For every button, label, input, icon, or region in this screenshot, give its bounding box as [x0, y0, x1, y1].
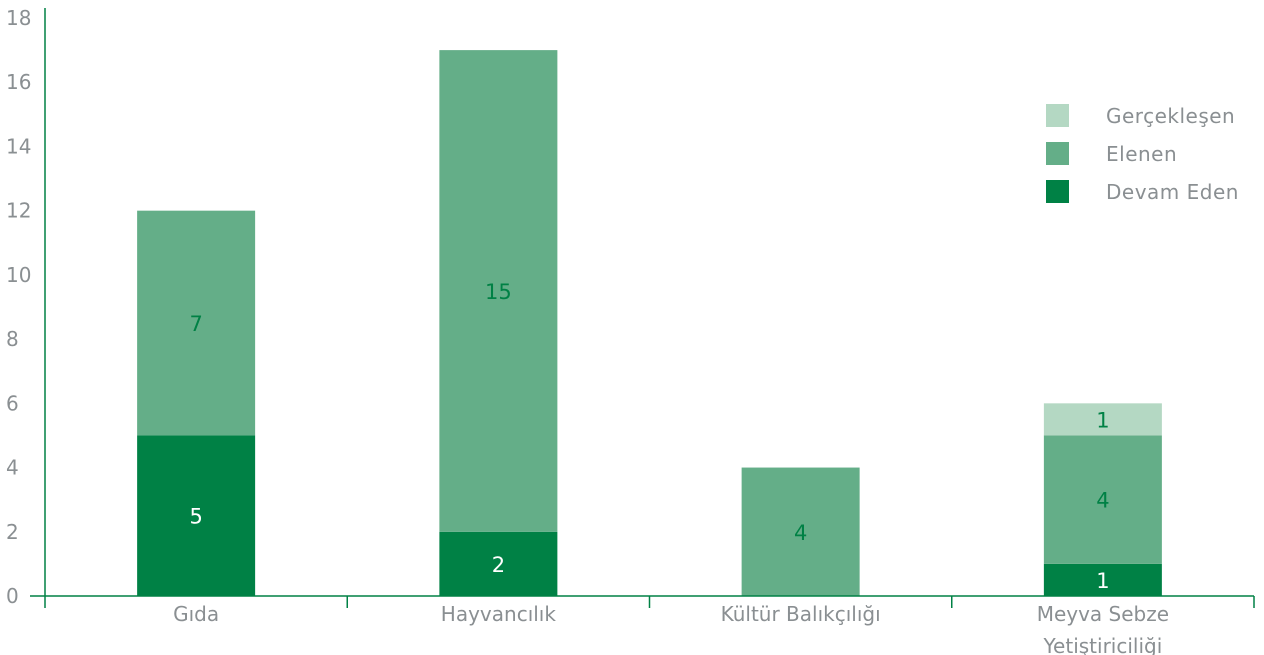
bar-segment [137, 210, 256, 436]
bar-segment [741, 467, 860, 596]
x-category-label: Gıda [173, 602, 219, 626]
data-label: 5 [189, 505, 202, 529]
y-tick-label: 2 [6, 520, 19, 544]
bar-segment [1043, 403, 1162, 436]
x-category-label: Hayvancılık [441, 602, 557, 626]
data-label: 7 [189, 312, 202, 336]
y-tick-label: 8 [6, 327, 19, 351]
y-tick-label: 12 [6, 199, 31, 223]
axes [30, 8, 1255, 608]
bar-segment [439, 50, 558, 532]
y-tick-label: 0 [6, 584, 19, 608]
data-label: 4 [1096, 489, 1109, 513]
y-tick-label: 4 [6, 456, 19, 480]
bar-segment [1043, 563, 1162, 596]
bars: 5 7 2 15 4 1 4 1 [137, 50, 1162, 596]
x-axis-labels: Gıda Hayvancılık Kültür Balıkçılığı Meyva S… [173, 602, 1169, 655]
legend-label: Elenen [1106, 142, 1177, 166]
y-tick-label: 14 [6, 134, 31, 158]
x-category-label: Meyva Sebze Yetiştiriciliği [1037, 602, 1169, 655]
legend-label: Devam Eden [1106, 180, 1239, 204]
legend-label: Gerçekleşen [1106, 104, 1235, 128]
y-axis-ticks: 0 2 4 6 8 10 12 14 16 18 [6, 6, 31, 608]
data-label: 15 [485, 280, 512, 304]
bar-segment [137, 435, 256, 596]
bar-segment [1043, 435, 1162, 564]
y-tick-label: 6 [6, 391, 19, 415]
y-tick-label: 18 [6, 6, 31, 30]
bar-segment [439, 531, 558, 596]
data-label: 2 [492, 553, 505, 577]
y-tick-label: 16 [6, 70, 31, 94]
legend-swatch [1046, 180, 1069, 203]
legend-swatch [1046, 104, 1069, 127]
data-label: 1 [1096, 569, 1109, 593]
legend-swatch [1046, 142, 1069, 165]
data-label: 4 [794, 521, 807, 545]
x-category-label: Kültür Balıkçılığı [721, 602, 881, 626]
legend: Gerçekleşen Elenen Devam Eden [1046, 104, 1239, 204]
data-label: 1 [1096, 408, 1109, 432]
y-tick-label: 10 [6, 263, 31, 287]
